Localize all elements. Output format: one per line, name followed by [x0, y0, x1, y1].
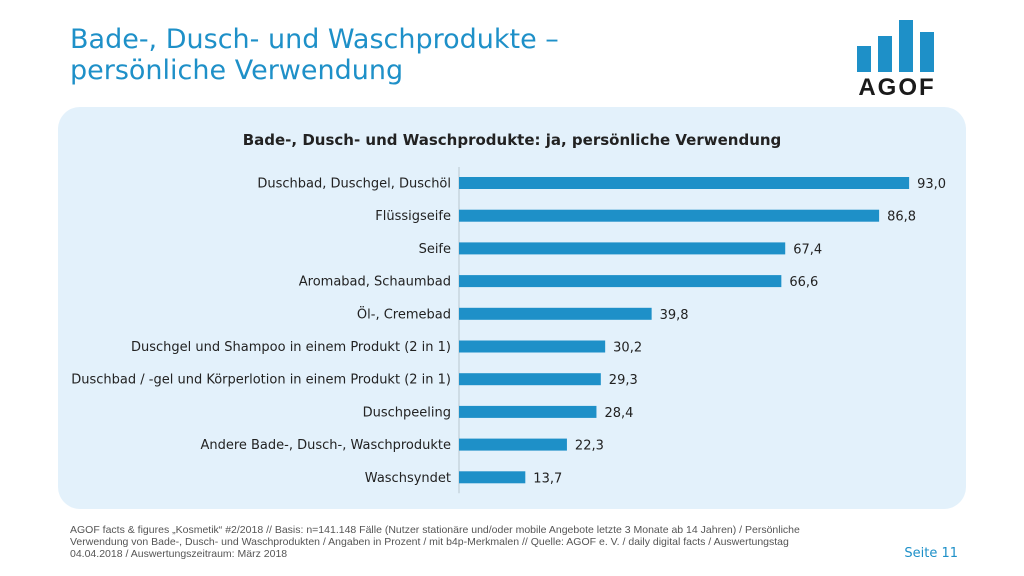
- footer-line-2: Verwendung von Bade-, Dusch- und Waschpr…: [70, 536, 789, 548]
- category-label: Waschsyndet: [365, 471, 451, 486]
- category-label: Aromabad, Schaumbad: [299, 275, 451, 290]
- category-label: Duschbad / -gel und Körperlotion in eine…: [71, 373, 451, 388]
- page-number: Seite 11: [904, 546, 958, 561]
- page-title-line-2: persönliche Verwendung: [70, 55, 404, 86]
- bar-6: [459, 340, 606, 353]
- footer-line-1: AGOF facts & figures „Kosmetik“ #2/2018 …: [70, 524, 800, 536]
- value-label: 28,4: [604, 406, 633, 421]
- agof-logo-text: AGOF: [858, 74, 936, 101]
- value-label: 66,6: [789, 275, 818, 290]
- value-label: 67,4: [793, 242, 822, 257]
- bar-9: [459, 438, 567, 451]
- category-label: Duschbad, Duschgel, Duschöl: [257, 177, 451, 192]
- value-label: 86,8: [887, 210, 916, 225]
- chart-title: Bade-, Dusch- und Waschprodukte: ja, per…: [242, 131, 782, 149]
- category-label: Duschgel und Shampoo in einem Produkt (2…: [131, 340, 451, 355]
- page-title: Bade-, Dusch- und Waschprodukte – persön…: [70, 24, 559, 86]
- agof-bars-icon: [857, 20, 934, 72]
- value-label: 30,2: [613, 341, 642, 356]
- bar-2: [459, 209, 880, 222]
- value-label: 29,3: [609, 373, 638, 388]
- category-label: Flüssigseife: [375, 209, 451, 224]
- category-label: Öl-, Cremebad: [357, 305, 451, 322]
- category-label: Seife: [419, 242, 451, 257]
- footer-source-note: AGOF facts & figures „Kosmetik“ #2/2018 …: [70, 524, 870, 560]
- footer-line-3: 04.04.2018 / Auswertungszeitraum: März 2…: [70, 548, 288, 560]
- category-label: Andere Bade-, Dusch-, Waschprodukte: [200, 438, 451, 453]
- category-label: Duschpeeling: [363, 405, 451, 420]
- value-label: 22,3: [575, 439, 604, 454]
- value-label: 93,0: [917, 177, 946, 192]
- bar-3: [459, 242, 786, 255]
- bar-1: [459, 177, 910, 189]
- bar-7: [459, 373, 601, 386]
- bar-5: [459, 307, 652, 320]
- value-label: 13,7: [533, 471, 562, 486]
- bar-4: [459, 275, 782, 288]
- value-label: 39,8: [660, 308, 689, 323]
- bar-8: [459, 405, 597, 418]
- agof-logo: AGOF: [852, 18, 942, 101]
- bar-10: [459, 471, 526, 484]
- page-title-line-1: Bade-, Dusch- und Waschprodukte –: [70, 24, 559, 55]
